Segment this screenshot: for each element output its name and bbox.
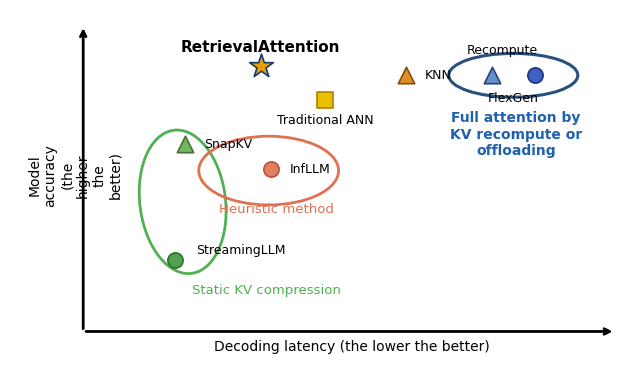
Text: Full attention by
KV recompute or
offloading: Full attention by KV recompute or offloa… xyxy=(450,112,582,158)
Text: KNN: KNN xyxy=(424,69,451,82)
Text: Heuristic method: Heuristic method xyxy=(220,203,334,216)
Text: SnapKV: SnapKV xyxy=(204,138,252,150)
Text: StreamingLLM: StreamingLLM xyxy=(196,244,285,257)
Point xyxy=(255,63,266,69)
Point xyxy=(180,141,191,147)
Text: FlexGen: FlexGen xyxy=(488,92,539,105)
Text: Recompute: Recompute xyxy=(467,44,538,57)
Text: Traditional ANN: Traditional ANN xyxy=(277,114,373,127)
X-axis label: Decoding latency (the lower the better): Decoding latency (the lower the better) xyxy=(214,340,490,354)
Point xyxy=(401,72,411,78)
Point xyxy=(486,72,497,78)
Text: InfLLM: InfLLM xyxy=(290,163,331,176)
Text: RetrievalAttention: RetrievalAttention xyxy=(181,40,340,54)
Point xyxy=(320,97,330,103)
Point xyxy=(170,256,180,263)
Y-axis label: Model
accuracy
(the
higher
the
better): Model accuracy (the higher the better) xyxy=(28,144,122,207)
Point xyxy=(266,166,276,172)
Point xyxy=(530,72,540,78)
Text: Static KV compression: Static KV compression xyxy=(191,284,340,297)
